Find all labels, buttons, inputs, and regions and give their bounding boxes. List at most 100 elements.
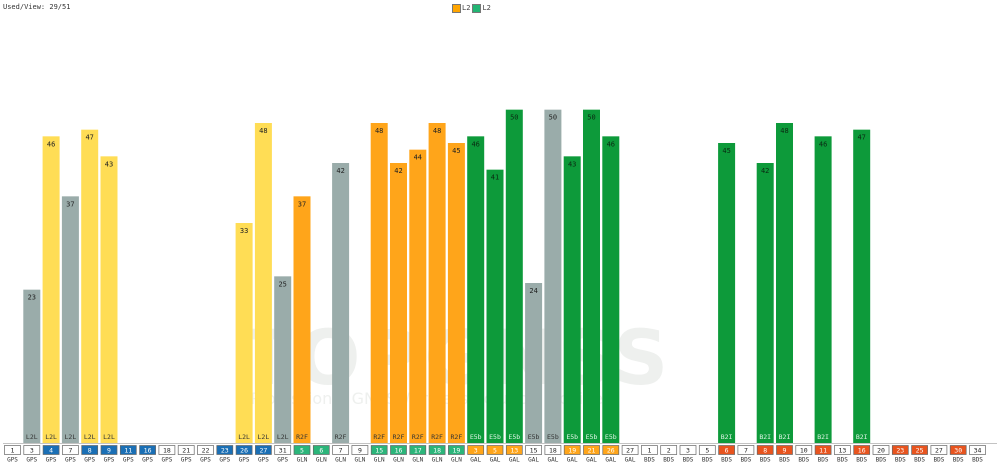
prn-box[interactable]	[255, 445, 272, 455]
prn-box[interactable]	[544, 445, 562, 455]
signal-bar	[274, 276, 292, 443]
system-label: GPS	[104, 457, 115, 463]
prn-box[interactable]	[853, 445, 871, 455]
prn-box[interactable]	[274, 445, 292, 455]
prn-box[interactable]	[428, 445, 446, 455]
bar-signal-label: L2L	[26, 433, 38, 441]
prn-box[interactable]	[930, 445, 948, 455]
prn-box[interactable]	[235, 445, 253, 455]
prn-label: 1	[647, 447, 651, 455]
prn-box[interactable]	[949, 445, 967, 455]
legend-swatch-orange	[452, 3, 461, 13]
prn-box[interactable]	[23, 445, 41, 455]
prn-label: 27	[259, 447, 267, 455]
prn-box[interactable]	[505, 445, 523, 455]
prn-label: 6	[725, 447, 729, 455]
prn-box[interactable]	[197, 445, 214, 455]
prn-label: 18	[433, 447, 441, 455]
signal-bar	[409, 149, 427, 443]
prn-box[interactable]	[872, 445, 890, 455]
prn-box[interactable]	[62, 445, 79, 455]
prn-box[interactable]	[158, 445, 176, 455]
prn-label: 26	[240, 447, 248, 455]
legend-item-orange[interactable]: L2	[452, 3, 471, 13]
prn-box[interactable]	[834, 445, 851, 455]
legend-label-orange: L2	[462, 4, 471, 12]
system-label: GAL	[567, 457, 578, 463]
prn-box[interactable]	[390, 445, 407, 455]
prn-label: 16	[395, 447, 403, 455]
system-label: BDS	[895, 457, 906, 463]
prn-box[interactable]	[583, 445, 600, 455]
prn-box[interactable]	[409, 445, 427, 455]
system-label: BDS	[740, 457, 751, 463]
bar-value-label: 25	[278, 280, 286, 288]
prn-box[interactable]	[312, 445, 330, 455]
system-label: GLN	[412, 457, 423, 463]
prn-label: 5	[300, 447, 304, 455]
signal-bar	[81, 129, 99, 443]
prn-box[interactable]	[293, 445, 311, 455]
prn-label: 25	[916, 447, 924, 455]
prn-box[interactable]	[602, 445, 620, 455]
prn-box[interactable]	[718, 445, 735, 455]
prn-label: 19	[452, 447, 460, 455]
prn-box[interactable]	[525, 445, 542, 455]
bar-value-label: 50	[587, 114, 595, 122]
prn-box[interactable]	[448, 445, 465, 455]
prn-label: 4	[49, 447, 53, 455]
system-label: GLN	[393, 457, 404, 463]
prn-label: 3	[474, 447, 478, 455]
signal-bar	[390, 163, 407, 443]
system-label: GPS	[46, 457, 57, 463]
prn-box[interactable]	[351, 445, 369, 455]
system-label: BDS	[914, 457, 925, 463]
prn-box[interactable]	[679, 445, 697, 455]
prn-box[interactable]	[814, 445, 832, 455]
prn-box[interactable]	[621, 445, 639, 455]
system-label: BDS	[856, 457, 867, 463]
prn-box[interactable]	[911, 445, 928, 455]
prn-box[interactable]	[139, 445, 156, 455]
prn-box[interactable]	[776, 445, 793, 455]
prn-box[interactable]	[4, 445, 21, 455]
prn-box[interactable]	[969, 445, 986, 455]
system-label: GAL	[625, 457, 636, 463]
prn-label: 11	[819, 447, 827, 455]
bar-value-label: 46	[471, 140, 479, 148]
prn-box[interactable]	[177, 445, 195, 455]
prn-box[interactable]	[370, 445, 388, 455]
signal-bar	[42, 136, 60, 444]
prn-label: 7	[744, 447, 748, 455]
prn-box[interactable]	[641, 445, 658, 455]
bar-value-label: 42	[336, 167, 344, 175]
prn-box[interactable]	[42, 445, 60, 455]
prn-box[interactable]	[737, 445, 755, 455]
legend-label-green: L2	[482, 4, 491, 12]
prn-box[interactable]	[563, 445, 581, 455]
prn-box[interactable]	[119, 445, 137, 455]
prn-label: 27	[935, 447, 943, 455]
system-label: BDS	[933, 457, 944, 463]
prn-box[interactable]	[660, 445, 678, 455]
bar-signal-label: L2L	[84, 433, 96, 441]
prn-label: 9	[783, 447, 787, 455]
legend-item-green[interactable]: L2	[472, 3, 491, 13]
system-label: GLN	[297, 457, 308, 463]
signal-bar	[254, 123, 272, 443]
prn-box[interactable]	[81, 445, 99, 455]
prn-box[interactable]	[332, 445, 349, 455]
prn-label: 10	[800, 447, 808, 455]
prn-box[interactable]	[486, 445, 504, 455]
prn-box[interactable]	[467, 445, 485, 455]
prn-box[interactable]	[756, 445, 774, 455]
prn-box[interactable]	[100, 445, 118, 455]
prn-box[interactable]	[891, 445, 909, 455]
prn-box[interactable]	[795, 445, 813, 455]
bar-value-label: 48	[259, 127, 267, 135]
bar-signal-label: E5b	[605, 433, 617, 441]
bar-signal-label: R2F	[451, 433, 463, 441]
system-label: GAL	[547, 457, 558, 463]
prn-box[interactable]	[216, 445, 234, 455]
prn-box[interactable]	[698, 445, 716, 455]
